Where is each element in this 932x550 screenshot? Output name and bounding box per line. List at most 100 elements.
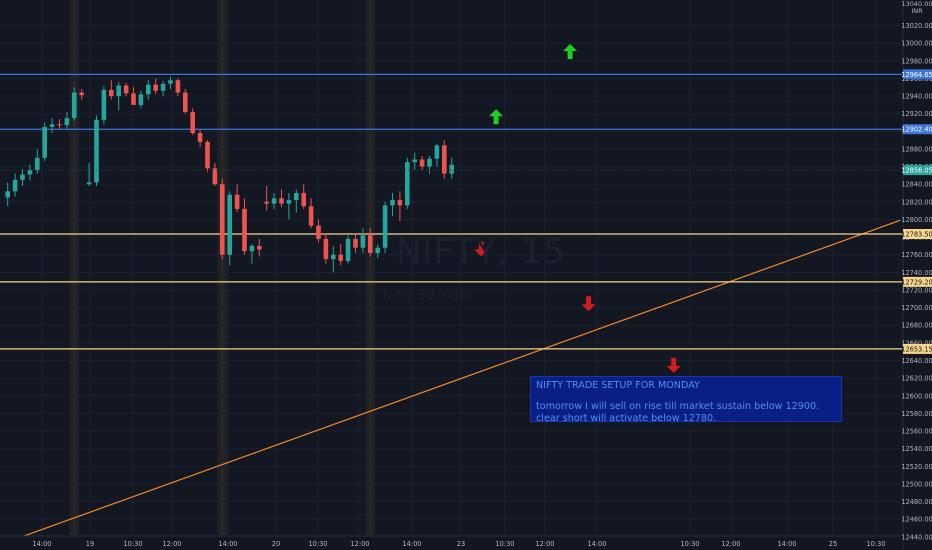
candle-body-60[interactable] xyxy=(449,164,454,174)
level-tag-label-3: 12729.20 xyxy=(901,278,932,286)
candle-body-36[interactable] xyxy=(271,198,277,204)
candle-body-45[interactable] xyxy=(338,254,343,261)
candle-body-42[interactable] xyxy=(316,225,321,239)
session-separator-core-2 xyxy=(369,0,372,535)
candle-body-2[interactable] xyxy=(20,174,25,180)
level-tag-4 xyxy=(903,343,932,354)
arrow-down-4 xyxy=(666,357,681,373)
candle-body-28[interactable] xyxy=(212,168,218,185)
candle-body-23[interactable] xyxy=(175,80,181,93)
price-tick-13: 12760.00 xyxy=(901,251,932,259)
candle-body-59[interactable] xyxy=(442,145,447,174)
price-tick-4: 12940.00 xyxy=(901,93,932,101)
candle-body-39[interactable] xyxy=(294,193,299,201)
candle-body-38[interactable] xyxy=(286,200,292,204)
candle-body-37[interactable] xyxy=(279,198,284,204)
candle-body-49[interactable] xyxy=(368,235,373,253)
candle-body-46[interactable] xyxy=(345,238,351,261)
time-tick-11: 12:00 xyxy=(535,540,554,548)
candle-body-15[interactable] xyxy=(116,85,121,97)
price-tick-9: 12840.00 xyxy=(901,181,932,189)
candle-body-53[interactable] xyxy=(397,200,403,206)
candle-body-27[interactable] xyxy=(205,141,210,169)
candle-body-0[interactable] xyxy=(5,191,10,198)
candle-body-26[interactable] xyxy=(197,133,203,142)
candle-body-50[interactable] xyxy=(375,247,380,253)
candle-body-13[interactable] xyxy=(101,89,107,120)
last-price-tag xyxy=(903,165,932,176)
candle-body-5[interactable] xyxy=(42,126,47,158)
level-tag-label-4: 12653.15 xyxy=(901,345,932,353)
trade-setup-note: NIFTY TRADE SETUP FOR MONDAY tomorrow I … xyxy=(530,376,842,424)
candle-body-16[interactable] xyxy=(123,85,129,94)
price-tick-20: 12620.00 xyxy=(901,375,932,383)
candle-body-32[interactable] xyxy=(242,208,247,252)
price-tick-0: 13020.00 xyxy=(901,22,932,30)
candle-body-6[interactable] xyxy=(49,124,55,127)
candle-body-30[interactable] xyxy=(227,194,232,255)
price-tick-15: 12720.00 xyxy=(901,286,932,294)
candle-body-20[interactable] xyxy=(153,84,158,91)
level-tag-label-2: 12783.50 xyxy=(901,231,932,239)
candle-body-44[interactable] xyxy=(331,254,336,260)
candle-body-47[interactable] xyxy=(353,238,358,248)
candle-body-12[interactable] xyxy=(94,119,99,183)
level-tag-1 xyxy=(903,124,932,135)
candle-body-51[interactable] xyxy=(382,205,388,248)
price-tick-10: 12820.00 xyxy=(901,198,932,206)
level-tag-label-0: 12964.65 xyxy=(901,71,932,79)
price-tick-18: 12660.00 xyxy=(901,339,932,347)
candle-body-56[interactable] xyxy=(419,159,425,167)
candle-body-48[interactable] xyxy=(360,235,366,248)
candle-body-8[interactable] xyxy=(64,118,70,126)
candle-body-3[interactable] xyxy=(27,170,33,175)
last-price-tag-label: 12856.05 xyxy=(901,167,932,175)
candle-body-24[interactable] xyxy=(183,92,188,112)
session-separator-core-1 xyxy=(221,0,224,535)
candle-body-35[interactable] xyxy=(264,201,269,204)
candle-body-1[interactable] xyxy=(12,179,18,192)
price-tick-25: 12520.00 xyxy=(901,463,932,471)
trendline[interactable] xyxy=(0,219,901,548)
price-axis-currency: INR xyxy=(911,7,923,15)
candle-body-29[interactable] xyxy=(220,184,225,255)
arrow-down-2 xyxy=(474,241,489,257)
price-tick-29: 12440.00 xyxy=(901,533,932,541)
candle-body-33[interactable] xyxy=(249,245,255,252)
candle-body-25[interactable] xyxy=(190,111,195,134)
candle-body-40[interactable] xyxy=(301,193,306,207)
candle-body-31[interactable] xyxy=(234,194,240,209)
candle-body-34[interactable] xyxy=(257,245,262,250)
level-tag-label-1: 12902.40 xyxy=(901,126,932,134)
candle-body-55[interactable] xyxy=(412,159,417,163)
candle-body-19[interactable] xyxy=(146,84,151,95)
candle-body-17[interactable] xyxy=(131,93,136,105)
time-tick-17: 10:30 xyxy=(866,540,885,548)
candle-body-21[interactable] xyxy=(160,83,166,91)
time-tick-12: 14:00 xyxy=(587,540,606,548)
candle-body-10[interactable] xyxy=(79,92,84,96)
symbol-watermark: NIFTY, 15 xyxy=(396,232,566,272)
price-tick-16: 12700.00 xyxy=(901,304,932,312)
time-tick-16: 25 xyxy=(829,540,837,548)
candle-body-22[interactable] xyxy=(168,80,173,84)
candle-body-57[interactable] xyxy=(427,158,432,167)
candle-body-7[interactable] xyxy=(57,124,62,126)
candle-body-4[interactable] xyxy=(35,157,40,171)
candle-body-52[interactable] xyxy=(390,200,395,206)
time-tick-2: 10:30 xyxy=(123,540,142,548)
price-tick-17: 12680.00 xyxy=(901,322,932,330)
candle-body-11[interactable] xyxy=(86,182,92,185)
candle-body-58[interactable] xyxy=(434,145,440,159)
candle-body-43[interactable] xyxy=(323,238,329,260)
candle-body-41[interactable] xyxy=(308,206,314,226)
time-tick-1: 19 xyxy=(86,540,94,548)
price-tick-5: 12920.00 xyxy=(901,110,932,118)
time-tick-7: 12:00 xyxy=(350,540,369,548)
candle-body-9[interactable] xyxy=(72,92,77,119)
candle-body-54[interactable] xyxy=(405,162,410,206)
price-tick-23: 12560.00 xyxy=(901,428,932,436)
candle-body-14[interactable] xyxy=(109,89,114,97)
candle-body-18[interactable] xyxy=(138,94,144,105)
